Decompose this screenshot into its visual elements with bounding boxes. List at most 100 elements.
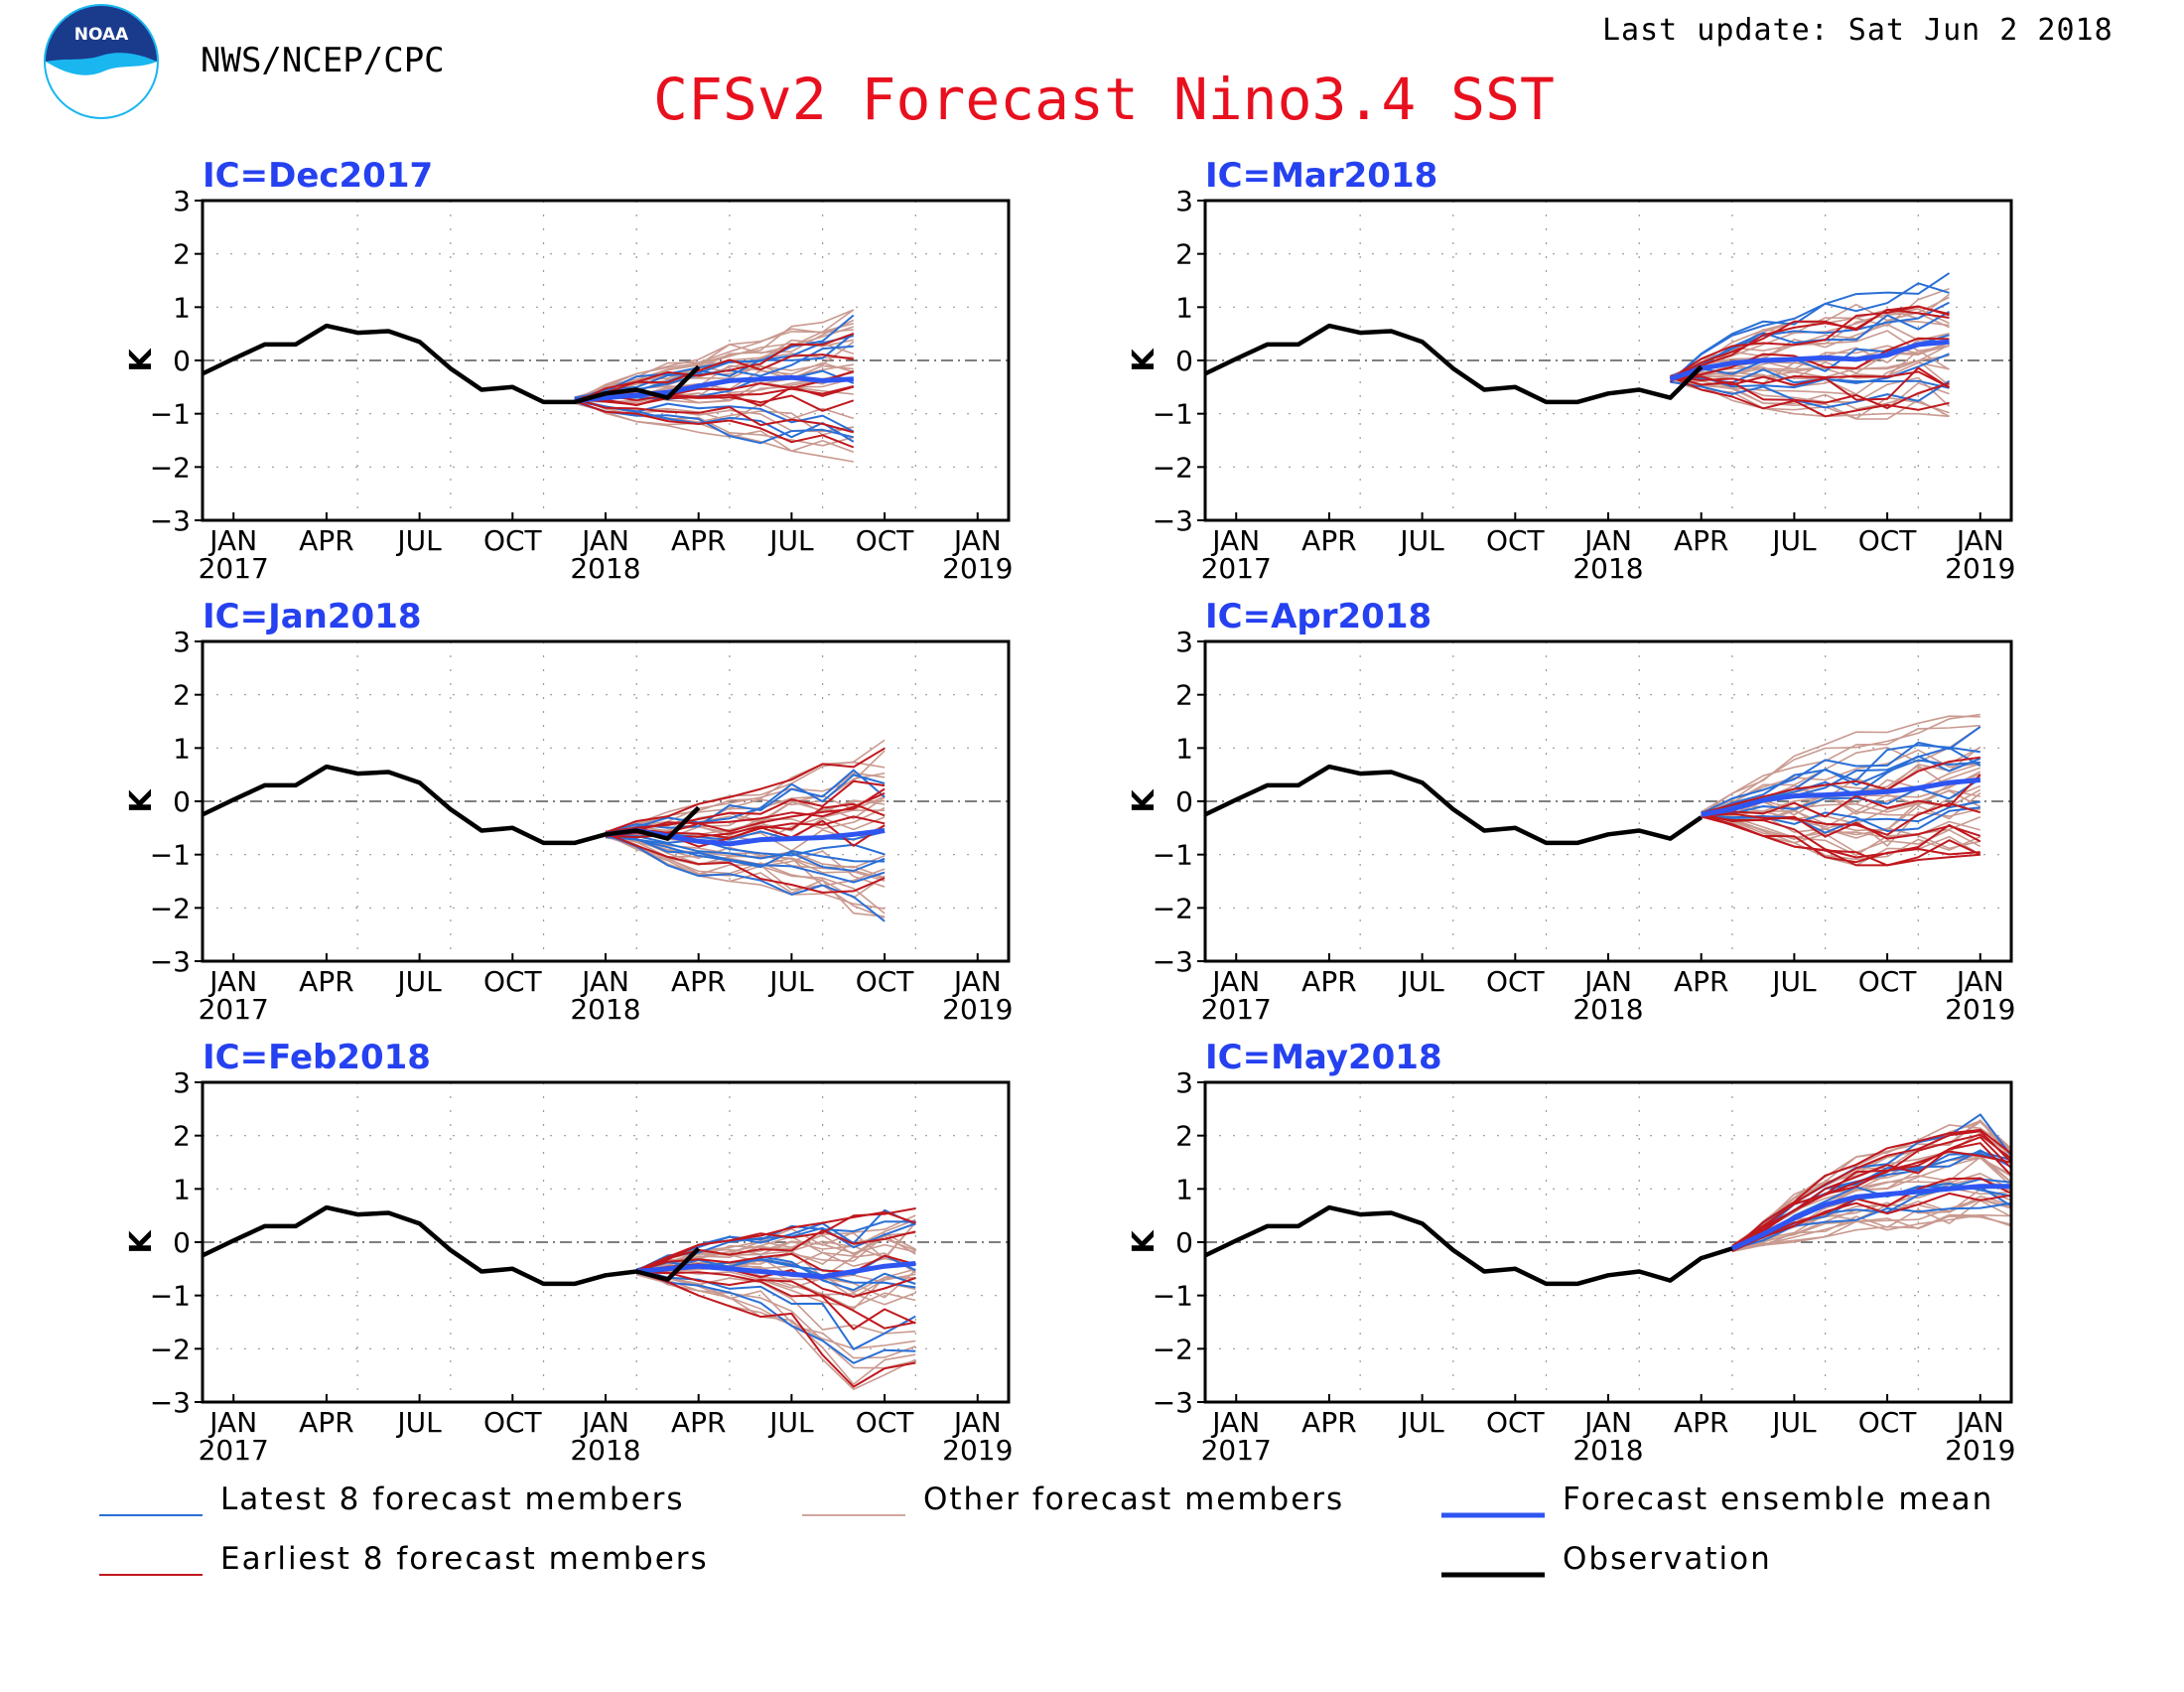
x-tick-label: JAN [580, 524, 629, 557]
x-tick-year-label: 2017 [1201, 993, 1272, 1026]
x-tick-label: OCT [483, 965, 543, 998]
observation-line [1204, 1204, 1733, 1287]
other-member-line [1701, 713, 1980, 816]
y-tick-label: −3 [150, 504, 191, 537]
x-tick-label: JUL [1770, 1406, 1817, 1439]
other-member-line [1701, 724, 1980, 813]
x-tick-label: JUL [1398, 965, 1444, 998]
x-tick-year-label: 2017 [199, 552, 269, 585]
other-member-line [1731, 1215, 2012, 1252]
y-tick-label: 0 [173, 785, 191, 818]
earliest-member-line [574, 394, 855, 412]
y-tick-label: −1 [150, 839, 191, 872]
y-axis-label: K [124, 348, 159, 372]
other-member-line [605, 835, 886, 899]
forecast-members [1731, 1113, 2012, 1253]
earliest-member-line [574, 399, 855, 449]
y-tick-label: −3 [1153, 504, 1193, 537]
earliest-member-line [636, 1270, 916, 1330]
other-member-line [636, 1271, 916, 1349]
y-tick-label: 2 [173, 1120, 191, 1153]
x-tick-label: OCT [856, 524, 915, 557]
earliest-member-line [1670, 337, 1950, 377]
ensemble-mean-line [1730, 1184, 2011, 1251]
earliest-member-line [1731, 1128, 2012, 1251]
latest-member-line [1701, 806, 1980, 832]
last-update: Last update: Sat Jun 2 2018 [1602, 13, 2114, 48]
earliest-member-line [1670, 370, 1950, 388]
earliest-member-line [605, 832, 886, 894]
earliest-member-line [574, 353, 854, 400]
latest-member-line [605, 834, 886, 857]
x-tick-label: OCT [1486, 524, 1546, 557]
y-tick-label: −2 [1153, 1333, 1193, 1365]
x-tick-label: JAN [1210, 524, 1260, 557]
earliest-member-line [1670, 366, 1951, 401]
other-member-line [636, 1271, 916, 1335]
x-tick-label: JAN [952, 524, 1002, 557]
earliest-member-line [1701, 812, 1981, 840]
x-tick-year-label: 2017 [1201, 552, 1272, 585]
y-tick-label: −3 [150, 1386, 191, 1419]
x-tick-year-label: 2019 [942, 552, 1013, 585]
x-tick-year-label: 2018 [570, 552, 640, 585]
y-tick-label: 1 [173, 732, 191, 765]
ensemble-mean-line [1701, 777, 1981, 817]
panel-title: IC=May2018 [1205, 1038, 1442, 1077]
panel-frame [1203, 1080, 2013, 1404]
x-tick-label: JAN [1582, 524, 1632, 557]
x-tick-label: OCT [856, 1406, 915, 1439]
latest-member-line [1701, 744, 1980, 816]
other-member-line [574, 309, 855, 402]
x-tick-year-label: 2018 [570, 1434, 640, 1467]
x-tick-label: OCT [1486, 965, 1546, 998]
earliest-member-line [1670, 374, 1950, 409]
y-axis-label: K [1127, 788, 1161, 813]
legend-label-observation: Observation [1563, 1541, 1772, 1577]
x-tick-year-label: 2019 [1945, 993, 2015, 1026]
other-member-line [605, 834, 886, 919]
x-tick-label: JUL [1398, 524, 1444, 557]
panel-title: IC=Jan2018 [203, 597, 422, 636]
x-tick-label: JAN [1955, 524, 2004, 557]
y-tick-label: 0 [1175, 1226, 1193, 1259]
x-tick-year-label: 2017 [1201, 1434, 1272, 1467]
y-tick-label: 2 [1175, 1120, 1193, 1153]
latest-member-line [635, 1267, 916, 1350]
x-tick-year-label: 2017 [199, 1434, 269, 1467]
x-tick-label: OCT [1486, 1406, 1546, 1439]
other-member-line [574, 398, 855, 454]
panel-frame [1203, 199, 2013, 522]
other-member-line [1731, 1198, 2012, 1251]
other-member-line [1670, 344, 1950, 378]
x-tick-label: JUL [767, 965, 814, 998]
earliest-member-line [1731, 1177, 2012, 1247]
other-member-line [635, 1232, 916, 1271]
x-tick-label: OCT [856, 965, 915, 998]
y-tick-label: −2 [150, 1333, 191, 1365]
latest-member-line [605, 834, 886, 884]
y-tick-label: −1 [1153, 1280, 1193, 1313]
panel-frame [201, 199, 1011, 522]
y-tick-label: 3 [173, 626, 191, 658]
panel-title: IC=Dec2017 [203, 156, 433, 196]
legend-label-latest: Latest 8 forecast members [220, 1481, 685, 1517]
earliest-member-line [1669, 305, 1950, 380]
earliest-member-line [1731, 1192, 2012, 1253]
y-tick-label: 3 [1175, 1066, 1193, 1099]
y-tick-label: 1 [173, 1173, 191, 1205]
x-tick-label: JAN [207, 965, 257, 998]
earliest-member-line [1731, 1136, 2012, 1251]
y-tick-label: 2 [1175, 238, 1193, 271]
x-tick-label: OCT [1858, 524, 1918, 557]
y-tick-label: 3 [1175, 185, 1193, 217]
latest-member-line [1669, 282, 1950, 383]
earliest-member-line [1701, 756, 1980, 814]
observation-line [1204, 323, 1704, 405]
observation-line [1204, 764, 1703, 846]
